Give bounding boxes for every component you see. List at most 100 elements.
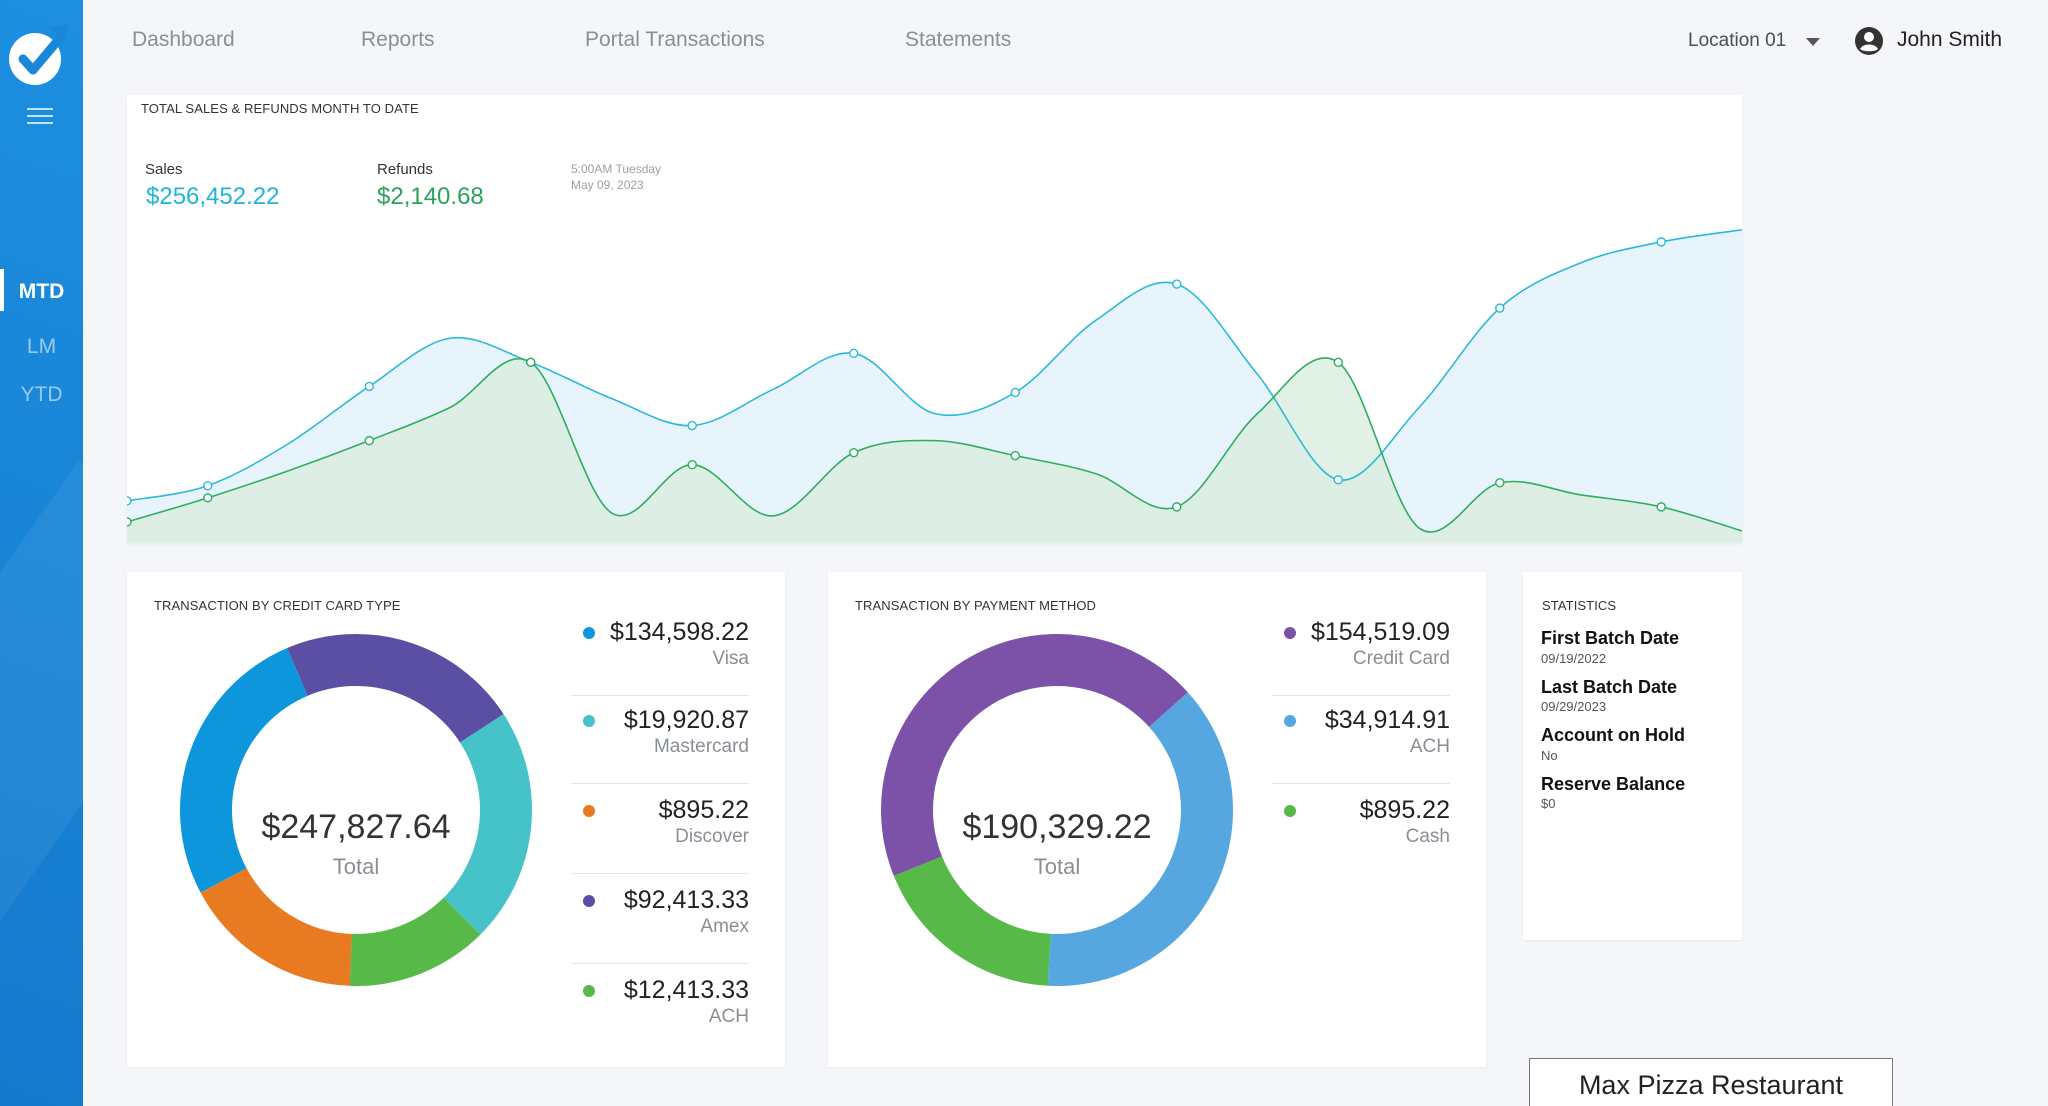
nav-dashboard[interactable]: Dashboard bbox=[132, 28, 235, 51]
legend-label: Cash bbox=[1405, 826, 1450, 847]
data-point-sales bbox=[526, 357, 536, 368]
data-point-refunds bbox=[687, 460, 697, 470]
nav-reports[interactable]: Reports bbox=[361, 28, 435, 51]
legend-mastercard: $19,920.87 Mastercard bbox=[571, 704, 749, 784]
sales-label: Sales bbox=[145, 161, 183, 178]
legend-amount: $92,413.33 bbox=[623, 886, 749, 914]
donut-segment-cash bbox=[893, 856, 1051, 986]
donut-segment-mastercard bbox=[443, 714, 532, 935]
area-fill-refunds bbox=[127, 357, 1742, 543]
statistics-title: STATISTICS bbox=[1542, 598, 1617, 613]
stat-reserve-balance-label: Reserve Balance bbox=[1541, 774, 1686, 794]
legend-amount: $34,914.91 bbox=[1324, 706, 1450, 734]
legend-amount: $134,598.22 bbox=[609, 618, 749, 646]
legend-amex: $92,413.33 Amex bbox=[571, 884, 749, 964]
data-point-sales bbox=[203, 481, 213, 491]
legend-amount: $895.22 bbox=[1359, 796, 1450, 824]
nav-statements[interactable]: Statements bbox=[905, 28, 1012, 51]
payment-method-title: TRANSACTION BY PAYMENT METHOD bbox=[855, 598, 1097, 613]
sidebar: MTD LM YTD bbox=[0, 0, 83, 1106]
legend-amount: $895.22 bbox=[658, 796, 749, 824]
stat-account-hold-value: No bbox=[1541, 748, 1558, 763]
legend-dot-cash bbox=[1284, 805, 1296, 817]
merchant-name-label[interactable]: Max Pizza Restaurant bbox=[1529, 1058, 1893, 1106]
data-point-sales bbox=[1172, 279, 1182, 289]
data-point-refunds bbox=[1333, 357, 1343, 368]
legend-cash: $895.22 Cash bbox=[1272, 794, 1450, 874]
sales-refunds-area-chart bbox=[127, 229, 1742, 543]
legend-label: Discover bbox=[675, 826, 749, 847]
area-fill-sales bbox=[127, 229, 1742, 543]
series-line-sales bbox=[127, 229, 1742, 502]
data-point-sales bbox=[687, 420, 697, 431]
legend-label: Visa bbox=[712, 648, 749, 669]
data-point-sales bbox=[1333, 475, 1343, 485]
donut-segment-visa bbox=[180, 647, 308, 893]
user-avatar-icon[interactable] bbox=[1854, 26, 1884, 56]
series-line-refunds bbox=[127, 357, 1742, 533]
data-point-sales bbox=[127, 496, 132, 506]
location-select[interactable]: Location 01 bbox=[1688, 30, 1787, 51]
period-mtd[interactable]: MTD bbox=[18, 280, 65, 303]
legend-label: Credit Card bbox=[1352, 648, 1450, 669]
data-point-refunds bbox=[203, 493, 213, 503]
stat-first-batch-label: First Batch Date bbox=[1541, 628, 1680, 648]
legend-dot-visa bbox=[583, 627, 595, 639]
chevron-down-icon[interactable] bbox=[1806, 38, 1820, 46]
legend-label: Amex bbox=[700, 916, 749, 937]
hamburger-menu-icon[interactable] bbox=[27, 108, 53, 126]
legend-ach: $34,914.91 ACH bbox=[1272, 704, 1450, 784]
legend-discover: $895.22 Discover bbox=[571, 794, 749, 874]
payment-method-total: $190,329.22 bbox=[962, 808, 1152, 846]
refunds-label: Refunds bbox=[377, 161, 433, 178]
donut-segment-amex bbox=[287, 634, 504, 743]
data-point-sales bbox=[364, 381, 374, 392]
stat-account-hold-label: Account on Hold bbox=[1541, 725, 1685, 745]
nav-portal-transactions[interactable]: Portal Transactions bbox=[585, 28, 765, 51]
credit-card-type-title: TRANSACTION BY CREDIT CARD TYPE bbox=[154, 598, 401, 613]
legend-visa: $134,598.22 Visa bbox=[571, 616, 749, 696]
legend-dot-ach bbox=[1284, 715, 1296, 727]
refunds-value: $2,140.68 bbox=[377, 183, 484, 210]
credit-card-total: $247,827.64 bbox=[261, 808, 451, 846]
legend-credit-card: $154,519.09 Credit Card bbox=[1272, 616, 1450, 696]
data-point-refunds bbox=[1010, 450, 1020, 461]
data-point-refunds bbox=[849, 447, 859, 458]
data-point-refunds bbox=[526, 357, 536, 368]
legend-label: ACH bbox=[1409, 736, 1450, 757]
data-point-refunds bbox=[364, 435, 374, 446]
donut-segment-credit-card bbox=[881, 633, 1188, 876]
stat-last-batch-value: 09/29/2023 bbox=[1541, 699, 1607, 714]
donut-segment-discover bbox=[200, 868, 352, 986]
payment-method-total-label: Total bbox=[1033, 854, 1081, 879]
sidebar-sheen bbox=[0, 460, 83, 920]
stat-last-batch-label: Last Batch Date bbox=[1541, 677, 1678, 697]
user-name[interactable]: John Smith bbox=[1897, 28, 2003, 51]
donut-segment-ach bbox=[349, 897, 481, 986]
stat-reserve-balance-value: $0 bbox=[1541, 796, 1556, 811]
legend-label: ACH bbox=[708, 1006, 749, 1027]
data-point-refunds bbox=[1656, 502, 1666, 512]
sales-refunds-card: TOTAL SALES & REFUNDS MONTH TO DATE Sale… bbox=[127, 95, 1742, 543]
period-ytd[interactable]: YTD bbox=[20, 383, 63, 406]
stat-first-batch-value: 09/19/2022 bbox=[1541, 651, 1607, 666]
legend-dot-credit-card bbox=[1284, 627, 1296, 639]
legend-label: Mastercard bbox=[653, 736, 749, 757]
timestamp-date: May 09, 2023 bbox=[571, 178, 644, 192]
data-point-sales bbox=[849, 348, 859, 358]
data-point-sales bbox=[1495, 303, 1505, 313]
sales-value: $256,452.22 bbox=[146, 183, 280, 210]
legend-amount: $12,413.33 bbox=[623, 976, 749, 1004]
period-lm[interactable]: LM bbox=[26, 335, 57, 358]
legend-dot-amex bbox=[583, 895, 595, 907]
data-point-refunds bbox=[127, 517, 132, 527]
legend-amount: $19,920.87 bbox=[623, 706, 749, 734]
payment-method-card: TRANSACTION BY PAYMENT METHOD $190,329.2… bbox=[828, 572, 1486, 1067]
legend-dot-mastercard bbox=[583, 715, 595, 727]
data-point-sales bbox=[1656, 237, 1666, 247]
statistics-card: STATISTICS First Batch Date 09/19/2022 L… bbox=[1523, 572, 1742, 940]
legend-ach: $12,413.33 ACH bbox=[571, 974, 749, 1054]
data-point-refunds bbox=[1172, 502, 1182, 512]
timestamp-time: 5:00AM Tuesday bbox=[571, 162, 662, 176]
legend-amount: $154,519.09 bbox=[1310, 618, 1450, 646]
